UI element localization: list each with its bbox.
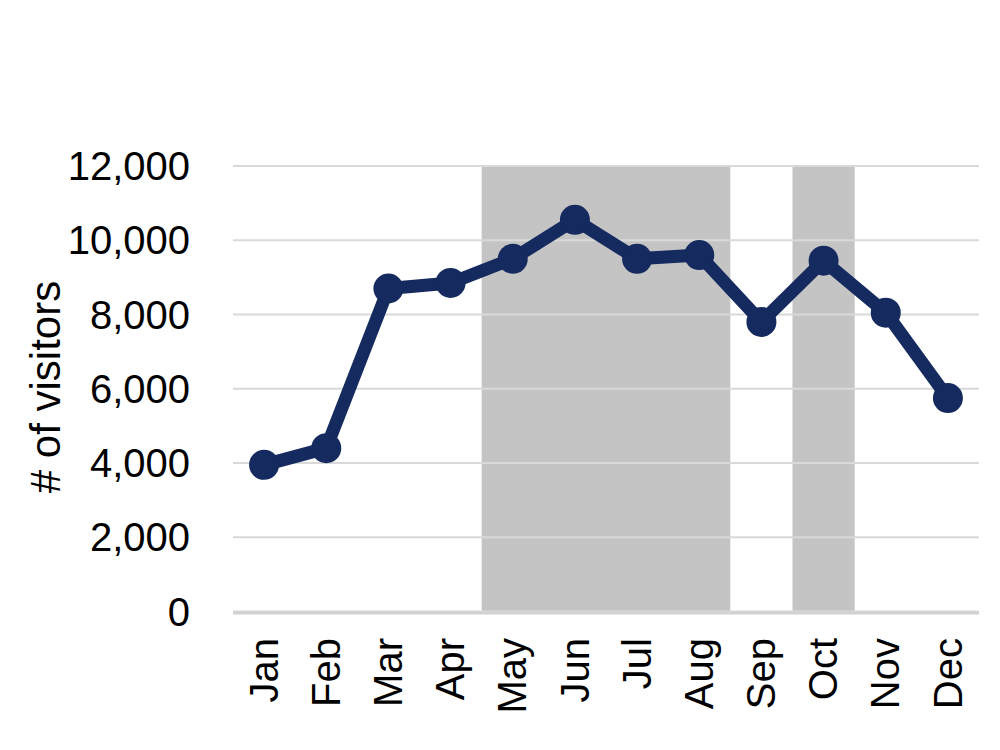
x-tick-label-jun: Jun (553, 638, 597, 703)
data-point-aug (684, 240, 714, 270)
data-point-sep (746, 307, 776, 337)
data-point-jul (622, 244, 652, 274)
data-point-apr (436, 268, 466, 298)
y-tick-label-12000: 12,000 (68, 144, 190, 188)
x-tick-label-sep: Sep (739, 638, 783, 709)
y-tick-label-2000: 2,000 (90, 515, 190, 559)
x-tick-label-nov: Nov (863, 638, 907, 709)
shaded-bands-layer (482, 167, 855, 613)
visitors-chart-page: 0 2,000 4,000 6,000 8,000 10,000 12,000 Jan Feb M… (0, 0, 1000, 750)
visitors-line-chart: 0 2,000 4,000 6,000 8,000 10,000 12,000 Jan Feb M… (0, 0, 1000, 750)
data-point-nov (871, 298, 901, 328)
data-point-oct (809, 246, 839, 276)
shaded-band-oct-oct (793, 167, 855, 613)
x-tick-label-may: May (490, 638, 534, 714)
y-tick-label-10000: 10,000 (68, 218, 190, 262)
x-tick-label-feb: Feb (304, 638, 348, 707)
data-point-mar (373, 274, 403, 304)
y-tick-label-4000: 4,000 (90, 441, 190, 485)
y-tick-label-6000: 6,000 (90, 367, 190, 411)
x-tick-label-dec: Dec (926, 638, 970, 709)
x-tick-label-oct: Oct (801, 638, 845, 700)
data-point-may (498, 244, 528, 274)
data-point-jan (249, 450, 279, 480)
x-tick-label-apr: Apr (428, 638, 472, 700)
x-tick-label-jul: Jul (615, 638, 659, 689)
x-tick-label-jan: Jan (242, 638, 286, 703)
y-tick-label-0: 0 (168, 590, 190, 634)
data-point-feb (311, 433, 341, 463)
y-axis-title: # of visitors (22, 281, 69, 493)
data-point-dec (933, 383, 963, 413)
data-point-jun (560, 205, 590, 235)
y-tick-label-8000: 8,000 (90, 293, 190, 337)
x-tick-label-aug: Aug (677, 638, 721, 709)
x-tick-label-mar: Mar (366, 638, 410, 707)
